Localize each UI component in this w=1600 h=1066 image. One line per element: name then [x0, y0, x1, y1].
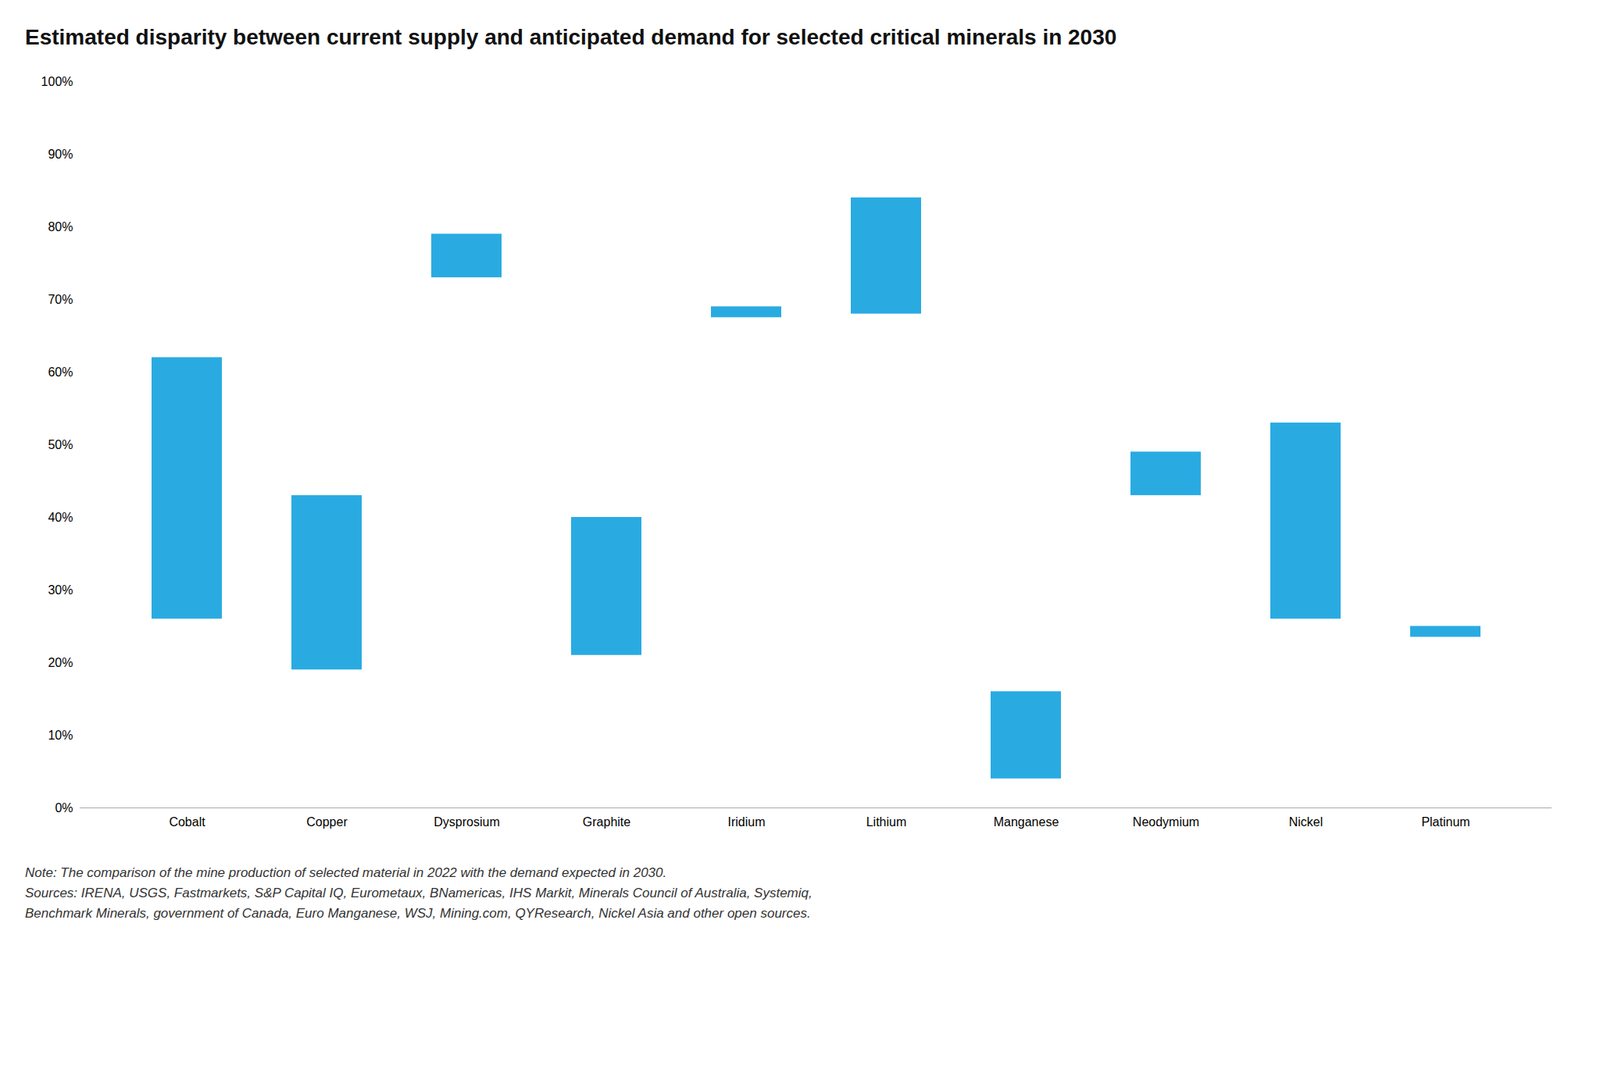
svg-text:50%: 50% [47, 438, 73, 452]
svg-text:70%: 70% [47, 292, 73, 307]
svg-text:Copper: Copper [306, 815, 348, 829]
html-text:Estimated disparity between cu: Estimated disparity between current supp… [25, 25, 1117, 50]
svg-text:Manganese: Manganese [993, 815, 1060, 829]
svg-text:Iridium: Iridium [727, 815, 765, 829]
svg-text:Nickel: Nickel [1289, 815, 1324, 829]
html-text:Benchmark Minerals, government: Benchmark Minerals, government of Canada… [25, 906, 811, 922]
svg-text:10%: 10% [47, 728, 73, 743]
svg-text:20%: 20% [47, 656, 73, 670]
html-text:Sources: IRENA, USGS, Fastmark: Sources: IRENA, USGS, Fastmarkets, S&P C… [25, 885, 813, 901]
svg-text:Dysprosium: Dysprosium [433, 815, 500, 829]
svg-text:60%: 60% [47, 365, 73, 379]
svg-text:90%: 90% [47, 147, 73, 161]
svg-text:Cobalt: Cobalt [168, 815, 206, 829]
svg-text:80%: 80% [47, 220, 73, 234]
svg-text:Neodymium: Neodymium [1132, 815, 1200, 829]
svg-text:Lithium: Lithium [866, 815, 908, 829]
svg-text:0%: 0% [54, 801, 73, 815]
svg-text:100%: 100% [41, 75, 74, 89]
svg-text:Platinum: Platinum [1421, 815, 1470, 829]
svg-text:40%: 40% [47, 510, 73, 525]
html-text:Note: The comparison of the mi: Note: The comparison of the mine product… [25, 865, 667, 881]
svg-text:Graphite: Graphite [582, 815, 631, 829]
svg-text:30%: 30% [47, 583, 73, 597]
